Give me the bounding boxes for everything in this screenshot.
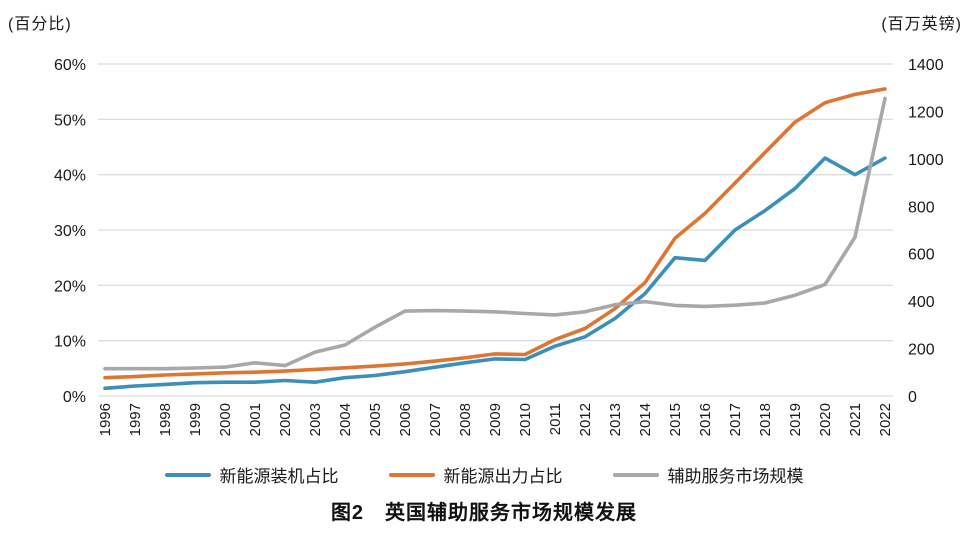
left-axis-tick-label: 10% <box>54 334 86 351</box>
x-axis-tick-label: 2004 <box>337 403 354 436</box>
left-axis-tick-label: 40% <box>54 168 86 185</box>
legend-line-swatch-orange <box>388 472 435 477</box>
x-axis-tick-label: 1998 <box>157 403 174 436</box>
left-axis-unit-label: (百分比) <box>8 16 72 33</box>
x-axis-tick-label: 2016 <box>697 403 714 436</box>
x-axis-tick-label: 2000 <box>217 403 234 436</box>
x-axis-tick-label: 1996 <box>97 403 114 436</box>
x-axis-tick-label: 2002 <box>277 403 294 436</box>
right-axis-tick-label: 200 <box>908 342 935 359</box>
x-axis-tick-label: 2019 <box>787 403 804 436</box>
left-axis-tick-label: 60% <box>54 57 86 74</box>
right-axis-tick-label: 400 <box>908 294 935 311</box>
series-line-3 <box>103 96 887 371</box>
x-axis-tick-label: 2008 <box>457 403 474 436</box>
x-axis-tick-label: 2005 <box>367 403 384 436</box>
x-axis-tick-label: 2003 <box>307 403 324 436</box>
right-axis-tick-label: 800 <box>908 199 935 216</box>
right-axis-tick-label: 1000 <box>908 152 944 169</box>
legend-line-swatch-blue <box>164 472 211 477</box>
series-line-1 <box>103 156 887 391</box>
left-axis-tick-label: 50% <box>54 112 86 129</box>
x-axis-tick-label: 1997 <box>127 403 144 436</box>
x-axis-tick-label: 2011 <box>547 403 564 435</box>
x-axis-tick-label: 2013 <box>607 403 624 436</box>
left-axis-tick-label: 0% <box>63 389 86 406</box>
legend-label: 辅助服务市场规模 <box>667 467 804 486</box>
left-axis-tick-label: 20% <box>54 278 86 295</box>
right-axis-unit-label: (百万英镑) <box>881 16 962 33</box>
chart-legend: 新能源装机占比 新能源出力占比 辅助服务市场规模 <box>0 462 968 487</box>
x-axis-tick-label: 2012 <box>577 403 594 436</box>
x-axis-tick-label: 2022 <box>877 403 894 436</box>
right-axis-tick-label: 0 <box>908 389 917 406</box>
legend-item-installed-share: 新能源装机占比 <box>164 462 339 487</box>
x-axis-tick-label: 2021 <box>847 403 864 436</box>
line-chart: 0% 10% 20% 30% 40% 50% 60% 0 200 400 600 800 1000 120… <box>54 57 944 436</box>
figure-caption: 图2 英国辅助服务市场规模发展 <box>330 502 638 524</box>
x-axis-tick-label: 2020 <box>817 403 834 436</box>
left-axis-tick-label: 30% <box>54 223 86 240</box>
x-axis-tick-label: 2015 <box>667 403 684 436</box>
x-axis-tick-label: 2007 <box>427 403 444 436</box>
legend-label: 新能源出力占比 <box>443 467 563 486</box>
x-axis-tick-label: 1999 <box>187 403 204 436</box>
series-line-2 <box>103 87 887 380</box>
right-axis-tick-label: 1400 <box>908 57 944 74</box>
legend-line-swatch-gray <box>612 472 659 477</box>
legend-item-output-share: 新能源出力占比 <box>388 462 563 487</box>
x-axis-tick-label: 2014 <box>637 403 654 436</box>
x-axis-tick-label: 2018 <box>757 403 774 436</box>
x-axis-tick-label: 2009 <box>487 403 504 436</box>
right-axis-tick-label: 1200 <box>908 104 944 121</box>
legend-item-market-size: 辅助服务市场规模 <box>612 462 804 487</box>
x-axis-tick-label: 2010 <box>517 403 534 436</box>
x-axis-tick-label: 2001 <box>247 403 264 436</box>
legend-label: 新能源装机占比 <box>219 467 339 486</box>
right-axis-tick-label: 600 <box>908 247 935 264</box>
x-axis-tick-label: 2006 <box>397 403 414 436</box>
x-axis-tick-label: 2017 <box>727 403 744 436</box>
